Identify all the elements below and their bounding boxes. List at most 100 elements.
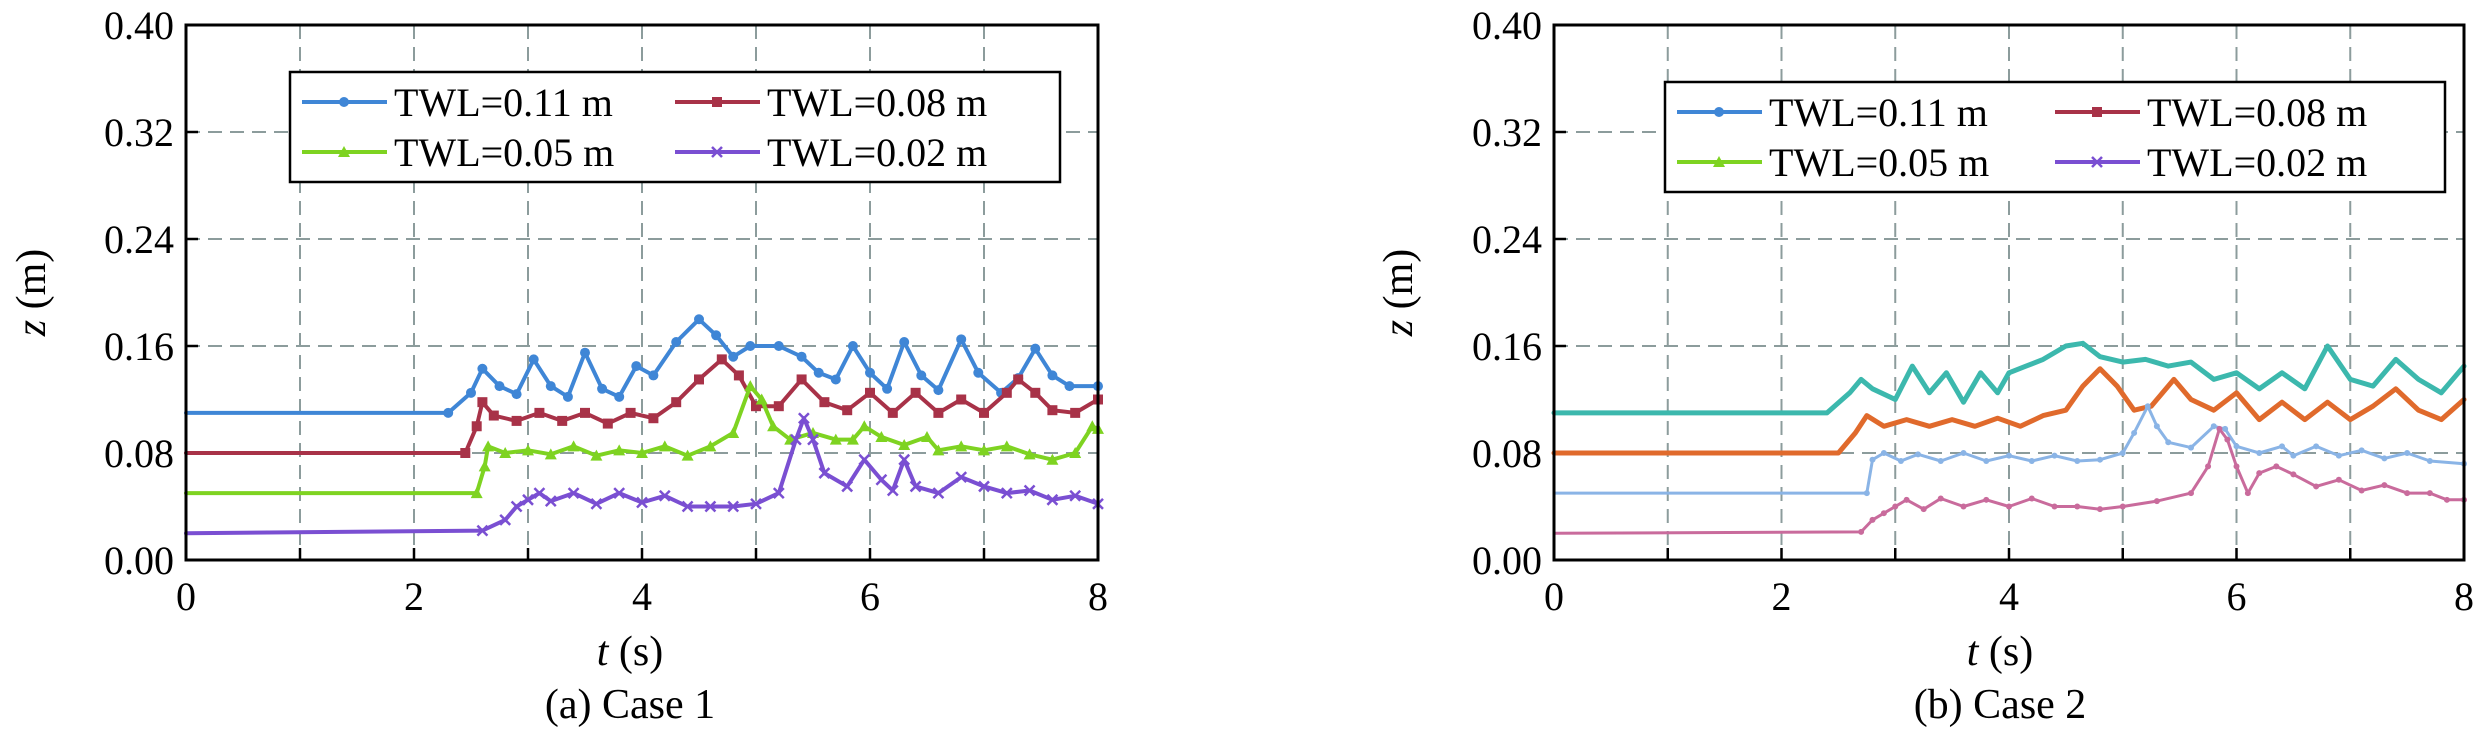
x-axis-title: t (s) bbox=[597, 629, 664, 675]
data-point bbox=[773, 401, 784, 412]
data-point bbox=[733, 370, 744, 381]
data-point bbox=[1046, 493, 1059, 506]
series-line-2 bbox=[184, 354, 1103, 458]
legend-label: TWL=0.02 m bbox=[767, 130, 987, 175]
data-point bbox=[1013, 374, 1024, 385]
data-point bbox=[1069, 447, 1082, 458]
data-point bbox=[511, 389, 522, 400]
data-point bbox=[2273, 463, 2280, 470]
x-tick-label: 8 bbox=[2454, 574, 2474, 619]
data-point bbox=[727, 426, 740, 438]
data-point bbox=[973, 367, 984, 378]
data-point bbox=[2290, 471, 2297, 478]
data-point bbox=[2131, 429, 2138, 436]
x-axis-unit: (s) bbox=[1978, 629, 2033, 675]
data-point bbox=[2358, 447, 2365, 454]
data-point bbox=[933, 385, 944, 396]
y-tick-label: 0.08 bbox=[1472, 431, 1542, 476]
y-tick-label: 0.24 bbox=[1472, 217, 1542, 262]
data-point bbox=[1880, 450, 1887, 456]
y-tick-label: 0.32 bbox=[104, 110, 174, 155]
data-point bbox=[2006, 452, 2012, 459]
legend-item-3: TWL=0.05 m bbox=[302, 130, 614, 175]
data-point bbox=[488, 410, 499, 421]
data-point bbox=[956, 334, 967, 345]
data-point bbox=[567, 440, 580, 452]
data-point bbox=[1983, 458, 1990, 465]
data-point bbox=[1001, 387, 1012, 398]
data-point bbox=[2153, 423, 2160, 430]
data-point bbox=[933, 407, 944, 418]
data-point bbox=[2028, 495, 2035, 502]
legend: TWL=0.11 m TWL=0.08 m TWL=0.05 m TWL=0.02 m bbox=[1663, 80, 2447, 194]
data-point bbox=[2074, 458, 2081, 465]
series-path bbox=[1551, 340, 2467, 416]
data-point bbox=[1937, 495, 1944, 502]
data-point bbox=[711, 330, 722, 341]
data-point bbox=[494, 381, 505, 392]
data-point bbox=[460, 448, 471, 458]
data-point bbox=[773, 341, 784, 351]
data-point bbox=[2051, 452, 2058, 459]
data-point bbox=[590, 497, 603, 510]
data-point bbox=[716, 354, 727, 365]
data-point bbox=[2051, 503, 2058, 510]
data-point bbox=[528, 354, 539, 365]
data-point bbox=[755, 393, 768, 405]
y-tick-label: 0.00 bbox=[1472, 538, 1542, 583]
y-axis-variable: z bbox=[9, 320, 55, 337]
data-point bbox=[471, 421, 482, 432]
data-point bbox=[2210, 423, 2217, 430]
data-point bbox=[1046, 453, 1059, 465]
data-point bbox=[2443, 496, 2450, 503]
data-point bbox=[751, 401, 761, 412]
x-tick-label: 2 bbox=[404, 574, 424, 619]
data-point bbox=[2233, 463, 2240, 470]
data-point bbox=[597, 383, 608, 394]
y-axis-variable: z bbox=[1376, 320, 1422, 337]
series-line-4 bbox=[184, 412, 1104, 537]
x-tick-label: 4 bbox=[1999, 574, 2019, 619]
data-point bbox=[818, 467, 831, 479]
data-point bbox=[2404, 450, 2411, 456]
data-point bbox=[875, 473, 888, 486]
data-point bbox=[681, 449, 694, 461]
data-point bbox=[631, 361, 642, 372]
data-point bbox=[681, 500, 694, 513]
data-point bbox=[477, 397, 488, 408]
legend-box bbox=[1663, 80, 2447, 194]
data-point bbox=[567, 487, 580, 500]
data-point bbox=[830, 374, 841, 385]
x-tick-label: 6 bbox=[860, 574, 880, 619]
data-point bbox=[658, 440, 671, 452]
data-point bbox=[865, 387, 875, 398]
data-point bbox=[2119, 503, 2126, 510]
data-point bbox=[476, 524, 489, 537]
data-point bbox=[1983, 496, 1990, 503]
legend-label: TWL=0.05 m bbox=[394, 130, 614, 175]
data-point bbox=[443, 407, 454, 418]
data-point bbox=[2381, 482, 2388, 489]
data-point bbox=[704, 500, 717, 513]
series-path bbox=[1552, 427, 2466, 535]
data-point bbox=[909, 480, 922, 493]
data-point bbox=[562, 391, 573, 402]
data-point bbox=[2404, 490, 2411, 497]
data-point bbox=[1960, 503, 1967, 510]
data-point bbox=[956, 394, 967, 405]
data-point bbox=[1880, 510, 1887, 517]
data-point bbox=[1000, 440, 1013, 452]
data-point bbox=[2426, 458, 2433, 465]
legend-label: TWL=0.11 m bbox=[1769, 90, 1988, 135]
data-point bbox=[807, 433, 819, 446]
data-point bbox=[887, 407, 898, 418]
data-point bbox=[590, 449, 603, 461]
data-point bbox=[767, 420, 780, 432]
data-point bbox=[2335, 476, 2342, 483]
legend-item-1: TWL=0.11 m bbox=[302, 80, 613, 125]
data-point bbox=[796, 374, 807, 385]
data-point bbox=[847, 341, 858, 351]
data-point bbox=[916, 370, 927, 381]
data-point bbox=[727, 500, 740, 513]
